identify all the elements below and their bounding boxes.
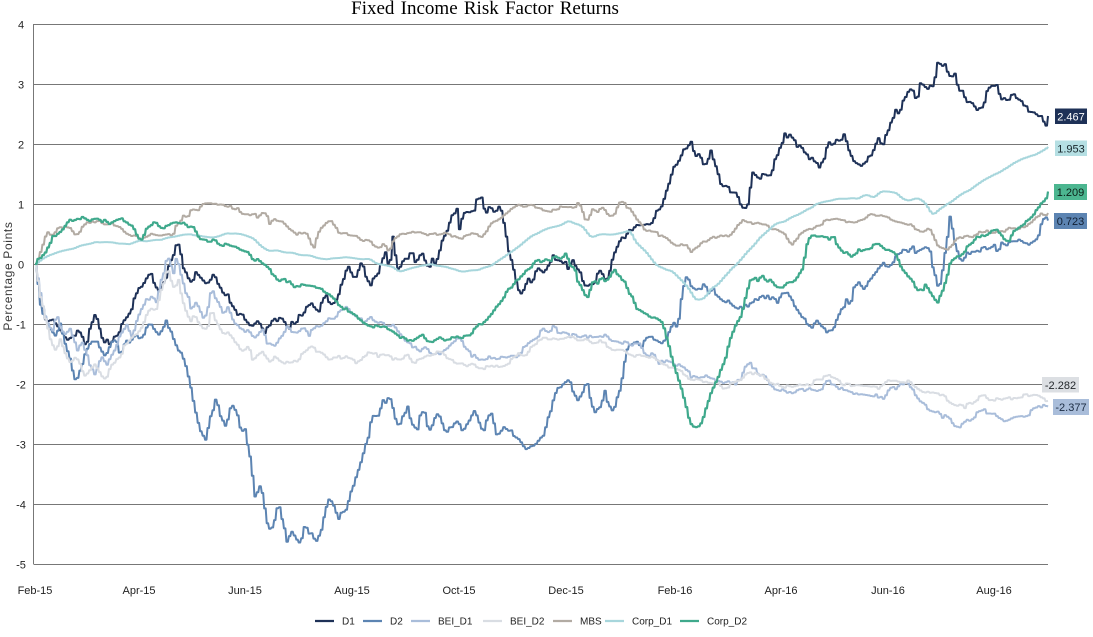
svg-text:Apr-16: Apr-16 xyxy=(764,585,797,597)
svg-text:Feb-15: Feb-15 xyxy=(18,585,53,597)
svg-text:-2.377: -2.377 xyxy=(1055,402,1086,414)
svg-text:-2: -2 xyxy=(16,380,26,392)
svg-text:-3: -3 xyxy=(16,440,26,452)
svg-text:Fixed Income Risk Factor Retur: Fixed Income Risk Factor Returns xyxy=(351,0,619,19)
svg-text:BEI_D1: BEI_D1 xyxy=(438,617,473,628)
svg-text:-2.282: -2.282 xyxy=(1045,380,1076,392)
svg-text:1.209: 1.209 xyxy=(1057,187,1085,199)
svg-text:Corp_D2: Corp_D2 xyxy=(707,617,747,628)
svg-text:2.467: 2.467 xyxy=(1057,111,1085,123)
svg-text:Jun-16: Jun-16 xyxy=(871,585,905,597)
svg-text:Jun-15: Jun-15 xyxy=(228,585,262,597)
svg-text:0: 0 xyxy=(18,260,24,272)
svg-text:-4: -4 xyxy=(16,500,26,512)
svg-text:3: 3 xyxy=(18,80,24,92)
svg-text:D1: D1 xyxy=(342,617,355,628)
svg-text:Percentage Points: Percentage Points xyxy=(1,221,15,330)
svg-text:Aug-15: Aug-15 xyxy=(334,585,369,597)
svg-text:-1: -1 xyxy=(16,320,26,332)
svg-text:4: 4 xyxy=(18,20,24,32)
svg-text:Dec-15: Dec-15 xyxy=(548,585,583,597)
svg-text:-5: -5 xyxy=(16,560,26,572)
svg-text:D2: D2 xyxy=(390,617,403,628)
svg-text:1.953: 1.953 xyxy=(1057,143,1085,155)
svg-text:2: 2 xyxy=(18,140,24,152)
svg-text:0.723: 0.723 xyxy=(1057,216,1085,228)
svg-text:Apr-15: Apr-15 xyxy=(122,585,155,597)
svg-text:Feb-16: Feb-16 xyxy=(658,585,693,597)
svg-text:BEI_D2: BEI_D2 xyxy=(510,617,545,628)
svg-text:Corp_D1: Corp_D1 xyxy=(632,617,672,628)
svg-text:1: 1 xyxy=(18,200,24,212)
svg-text:Oct-15: Oct-15 xyxy=(442,585,475,597)
svg-text:MBS: MBS xyxy=(580,617,602,628)
svg-text:Aug-16: Aug-16 xyxy=(976,585,1011,597)
